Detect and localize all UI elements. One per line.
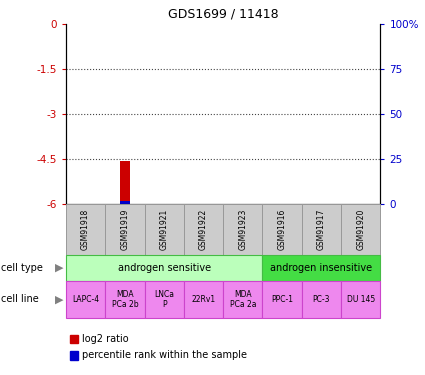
Text: log2 ratio: log2 ratio — [82, 334, 129, 344]
Text: cell line: cell line — [1, 294, 39, 304]
Text: MDA
PCa 2b: MDA PCa 2b — [111, 290, 138, 309]
Text: GSM91916: GSM91916 — [278, 209, 286, 251]
Bar — [120, 161, 130, 204]
Text: GSM91923: GSM91923 — [238, 209, 247, 251]
Text: GSM91922: GSM91922 — [199, 209, 208, 251]
Text: androgen sensitive: androgen sensitive — [118, 263, 211, 273]
Text: GSM91920: GSM91920 — [356, 209, 365, 251]
Text: androgen insensitive: androgen insensitive — [270, 263, 372, 273]
Text: percentile rank within the sample: percentile rank within the sample — [82, 351, 247, 360]
Text: GSM91921: GSM91921 — [160, 209, 169, 251]
Text: MDA
PCa 2a: MDA PCa 2a — [230, 290, 256, 309]
Text: PPC-1: PPC-1 — [271, 295, 293, 304]
Text: LNCa
P: LNCa P — [154, 290, 174, 309]
Bar — [120, 201, 130, 204]
Text: PC-3: PC-3 — [313, 295, 330, 304]
Text: ▶: ▶ — [55, 263, 64, 273]
Text: cell type: cell type — [1, 263, 43, 273]
Text: GSM91918: GSM91918 — [81, 209, 90, 251]
Text: 22Rv1: 22Rv1 — [191, 295, 215, 304]
Text: GSM91919: GSM91919 — [120, 209, 129, 251]
Text: DU 145: DU 145 — [347, 295, 375, 304]
Text: ▶: ▶ — [55, 294, 64, 304]
Text: GSM91917: GSM91917 — [317, 209, 326, 251]
Text: LAPC-4: LAPC-4 — [72, 295, 99, 304]
Title: GDS1699 / 11418: GDS1699 / 11418 — [168, 8, 278, 20]
